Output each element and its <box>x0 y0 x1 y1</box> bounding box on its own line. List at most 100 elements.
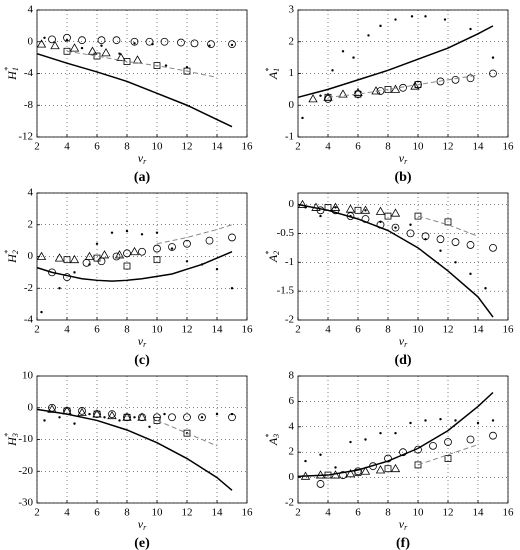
circle-marker <box>190 39 199 48</box>
triangle-marker <box>137 412 147 421</box>
circle-marker <box>451 75 460 84</box>
dot-marker <box>133 416 136 419</box>
square-marker <box>63 256 71 264</box>
y-tick-label: -4 <box>24 67 34 79</box>
x-axis-label: vr <box>399 151 408 166</box>
triangle-marker <box>36 251 47 260</box>
circle-marker <box>168 413 176 422</box>
y-axis-label: A2* <box>264 251 281 263</box>
label-base: v <box>138 151 144 165</box>
circle-marker <box>145 37 154 46</box>
dot-marker <box>424 419 427 422</box>
x-tick-label: 14 <box>473 507 485 519</box>
curve <box>36 408 233 491</box>
y-axis-label: H3* <box>3 433 20 447</box>
y-tick-label: 4 <box>289 420 295 432</box>
dot-marker <box>73 271 76 274</box>
circle-marker <box>183 239 191 248</box>
dot-marker <box>301 116 304 120</box>
dot-marker <box>58 416 61 419</box>
x-tick-label: 14 <box>212 324 224 336</box>
dot-marker <box>230 412 234 416</box>
triangle-marker <box>308 94 318 103</box>
x-axis-label: vr <box>138 334 147 349</box>
y-tick-label: -20 <box>18 465 33 477</box>
dot-marker <box>364 209 367 212</box>
x-tick-label: 4 <box>64 141 70 153</box>
circle-marker <box>466 241 475 249</box>
dot-marker <box>43 36 46 39</box>
circle-marker <box>391 223 400 232</box>
y-tick-label: -2 <box>24 282 33 294</box>
circle-marker <box>228 233 236 242</box>
dot-marker <box>410 15 414 18</box>
dot-marker <box>100 44 103 47</box>
y-tick-label: -30 <box>18 497 33 509</box>
curve <box>156 224 233 245</box>
dot-marker <box>409 421 412 425</box>
triangle-marker <box>390 463 401 473</box>
triangle-marker <box>360 466 371 475</box>
y-tick-label: 0 <box>289 471 295 483</box>
label-sub: r <box>143 523 147 532</box>
circle-marker <box>97 36 106 45</box>
circle-marker <box>48 35 56 44</box>
dot-marker <box>443 18 447 21</box>
dot-marker <box>88 263 91 266</box>
curve <box>297 203 494 318</box>
curve <box>36 251 233 282</box>
square-marker <box>123 413 131 421</box>
dot-marker <box>367 34 370 37</box>
x-tick-label: 2 <box>295 324 301 336</box>
circle-marker <box>228 40 236 49</box>
x-axis-label: vr <box>399 517 408 532</box>
dot-marker <box>163 412 166 416</box>
label-sub: 2 <box>272 251 281 255</box>
y-tick-label: -1 <box>285 256 294 268</box>
dot-marker <box>118 52 121 55</box>
label-sub: r <box>143 340 147 349</box>
dot-marker <box>349 440 352 444</box>
triangle-marker <box>69 254 80 264</box>
triangle-marker <box>50 40 60 50</box>
x-tick-label: 10 <box>413 507 425 519</box>
dot-marker <box>491 419 495 422</box>
circle-marker <box>198 413 206 422</box>
square-marker <box>444 218 452 226</box>
x-tick-label: 2 <box>34 507 40 519</box>
dot-marker <box>334 466 337 469</box>
x-tick-label: 12 <box>182 507 193 519</box>
x-tick-label: 8 <box>385 507 391 519</box>
square-marker <box>93 254 101 262</box>
circle-marker <box>138 247 146 256</box>
y-axis-label: A3* <box>264 434 281 446</box>
dot-marker <box>409 223 412 226</box>
triangle-marker <box>87 46 98 55</box>
x-tick-label: 10 <box>152 324 164 336</box>
y-tick-label: -2 <box>285 314 294 326</box>
dot-marker <box>58 287 61 290</box>
x-axis-label: vr <box>138 151 147 166</box>
label-base: v <box>399 517 405 531</box>
dot-marker <box>65 38 69 42</box>
circle-marker <box>130 37 139 46</box>
plot-frame <box>297 375 509 504</box>
circle-marker <box>160 37 169 46</box>
circle-marker <box>112 36 121 45</box>
y-tick-label: 1 <box>289 67 295 79</box>
triangle-marker <box>77 407 87 416</box>
label-sub: 2 <box>11 250 20 254</box>
dot-marker <box>394 431 397 435</box>
y-tick-label: 3 <box>289 4 295 16</box>
circle-marker <box>489 243 497 252</box>
triangle-marker <box>330 202 341 211</box>
x-axis-label: vr <box>399 334 408 349</box>
y-axis-label: H1* <box>3 67 20 81</box>
x-tick-label: 16 <box>242 507 254 519</box>
x-tick-label: 14 <box>212 507 224 519</box>
curve <box>297 391 494 478</box>
label-sub: 3 <box>11 433 20 438</box>
plot-frame <box>36 375 248 504</box>
y-tick-label: 2 <box>289 446 295 458</box>
